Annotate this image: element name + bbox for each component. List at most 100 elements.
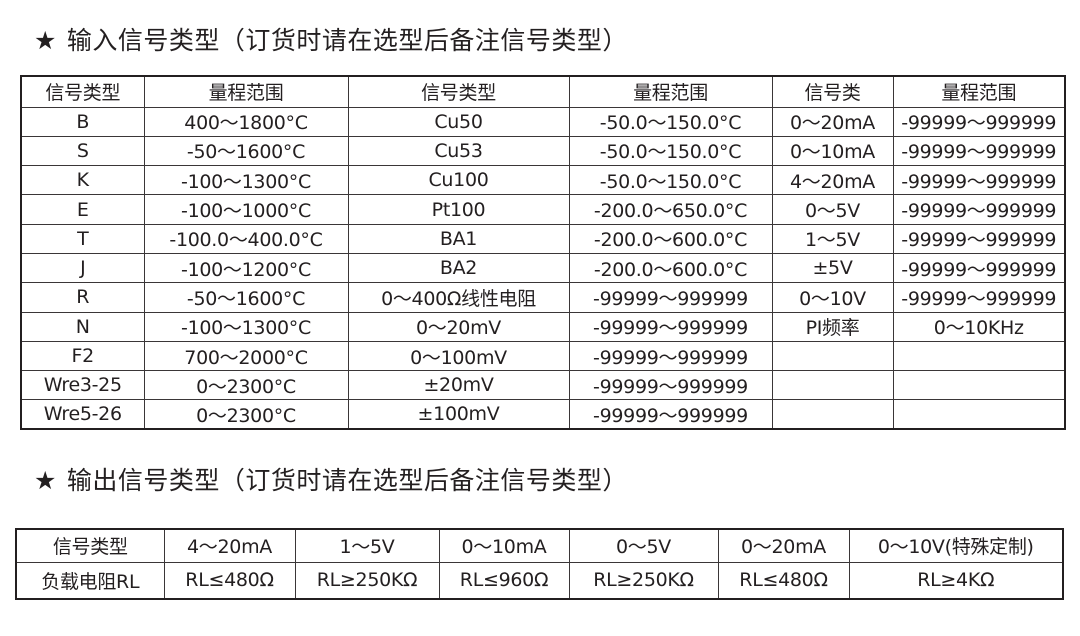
signal-cell: 0～10mA [438, 528, 570, 563]
table-cell: -50.0～150.0°C [568, 135, 773, 167]
star-icon: ★ [34, 26, 57, 55]
load-resistance-row: 负载电阻RL RL≤480Ω RL≥250KΩ RL≤960Ω RL≥250KΩ RL≤4… [15, 561, 1064, 600]
load-cell: RL≤480Ω [163, 561, 296, 600]
table-cell: -99999～999999 [892, 165, 1066, 196]
table-cell: -99999～999999 [892, 194, 1066, 225]
table-cell: -200.0～650.0°C [568, 194, 773, 225]
table-cell: -99999～999999 [568, 399, 773, 430]
table-header-row: 信号类型 量程范围 信号类型 量程范围 信号类 量程范围 [20, 75, 1066, 108]
table-cell: -50.0～150.0°C [568, 106, 773, 137]
table-row: F2 700～2000°C 0～100mV -99999～999999 [20, 340, 1066, 372]
table-cell [892, 340, 1066, 372]
table-cell: J [20, 252, 145, 284]
table-cell: -100.0～400.0°C [143, 223, 349, 254]
table-cell: K [20, 165, 145, 196]
table-cell: -99999～999999 [892, 282, 1066, 313]
table-cell: ±5V [771, 252, 894, 284]
table-cell: -100～1000°C [143, 194, 349, 225]
table-row: E -100～1000°C Pt100 -200.0～650.0°C 0～5V -9999… [20, 194, 1066, 225]
table-cell [892, 370, 1066, 401]
signal-cell: 0～5V [568, 528, 719, 563]
input-title-text: 输入信号类型（订货时请在选型后备注信号类型） [66, 26, 628, 55]
table-cell [892, 399, 1066, 430]
output-signal-table: 信号类型 4～20mA 1～5V 0～10mA 0～5V 0～20mA 0～10V(特殊定制… [15, 528, 1064, 600]
header-cell: 信号类 [771, 75, 894, 108]
table-row: Wre5-26 0～2300°C ±100mV -99999～999999 [20, 399, 1066, 430]
table-cell: -50.0～150.0°C [568, 165, 773, 196]
table-cell: -100～1300°C [143, 311, 349, 342]
table-cell: T [20, 223, 145, 254]
table-cell: 0～10KHz [892, 311, 1066, 342]
load-cell: RL≥4KΩ [848, 561, 1064, 600]
table-cell: 0～20mA [771, 106, 894, 137]
table-cell: 0～10V [771, 282, 894, 313]
table-cell: BA2 [347, 252, 570, 284]
table-cell: Pt100 [347, 194, 570, 225]
signal-cell: 1～5V [294, 528, 440, 563]
table-cell: -50～1600°C [143, 282, 349, 313]
table-cell: -99999～999999 [568, 340, 773, 372]
table-cell: Wre3-25 [20, 370, 145, 401]
table-cell: N [20, 311, 145, 342]
table-cell: R [20, 282, 145, 313]
load-cell: RL≥250KΩ [568, 561, 719, 600]
table-cell: -100～1300°C [143, 165, 349, 196]
signal-type-label: 信号类型 [15, 528, 165, 563]
table-cell: 0～5V [771, 194, 894, 225]
table-cell: B [20, 106, 145, 137]
table-cell: 700～2000°C [143, 340, 349, 372]
table-cell [771, 399, 894, 430]
table-cell: 0～2300°C [143, 399, 349, 430]
header-cell: 量程范围 [892, 75, 1066, 108]
table-cell: -200.0～600.0°C [568, 252, 773, 284]
table-cell: -99999～999999 [568, 370, 773, 401]
load-cell: RL≥250KΩ [294, 561, 440, 600]
table-cell: S [20, 135, 145, 167]
output-section-title: ★ 输出信号类型（订货时请在选型后备注信号类型） [34, 466, 628, 496]
table-cell: 400～1800°C [143, 106, 349, 137]
signal-type-row: 信号类型 4～20mA 1～5V 0～10mA 0～5V 0～20mA 0～10V(特殊定制… [15, 528, 1064, 563]
table-row: K -100～1300°C Cu100 -50.0～150.0°C 4～20mA -999… [20, 165, 1066, 196]
table-row: B 400～1800°C Cu50 -50.0～150.0°C 0～20mA -99999… [20, 106, 1066, 137]
table-cell: BA1 [347, 223, 570, 254]
table-cell: -99999～999999 [568, 311, 773, 342]
table-cell: E [20, 194, 145, 225]
table-row: N -100～1300°C 0～20mV -99999～999999 PI频率 0～10K… [20, 311, 1066, 342]
table-cell: ±20mV [347, 370, 570, 401]
table-row: S -50～1600°C Cu53 -50.0～150.0°C 0～10mA -99999… [20, 135, 1066, 167]
table-cell: -99999～999999 [892, 135, 1066, 167]
table-row: R -50～1600°C 0～400Ω线性电阻 -99999～999999 0～10V -… [20, 282, 1066, 313]
load-cell: RL≤960Ω [438, 561, 570, 600]
table-cell: 4～20mA [771, 165, 894, 196]
table-cell: -100～1200°C [143, 252, 349, 284]
table-cell: Cu53 [347, 135, 570, 167]
input-section-title: ★ 输入信号类型（订货时请在选型后备注信号类型） [34, 26, 628, 56]
table-cell: Cu100 [347, 165, 570, 196]
table-row: J -100～1200°C BA2 -200.0～600.0°C ±5V -99999～9… [20, 252, 1066, 284]
table-cell: -50～1600°C [143, 135, 349, 167]
table-cell: 0～20mV [347, 311, 570, 342]
table-cell: 0～10mA [771, 135, 894, 167]
table-cell: PI频率 [771, 311, 894, 342]
table-cell: 1～5V [771, 223, 894, 254]
table-row: Wre3-25 0～2300°C ±20mV -99999～999999 [20, 370, 1066, 401]
table-cell: ±100mV [347, 399, 570, 430]
table-cell [771, 370, 894, 401]
load-cell: RL≤480Ω [717, 561, 850, 600]
table-cell: 0～2300°C [143, 370, 349, 401]
header-cell: 信号类型 [20, 75, 145, 108]
input-signal-table: 信号类型 量程范围 信号类型 量程范围 信号类 量程范围 B 400～1800°C Cu50 -5… [20, 75, 1066, 431]
table-cell: -99999～999999 [892, 223, 1066, 254]
table-cell: -99999～999999 [892, 252, 1066, 284]
star-icon: ★ [34, 466, 57, 495]
table-cell: 0～400Ω线性电阻 [347, 282, 570, 313]
load-resistance-label: 负载电阻RL [15, 561, 165, 600]
table-cell: Wre5-26 [20, 399, 145, 430]
header-cell: 量程范围 [568, 75, 773, 108]
table-cell: -200.0～600.0°C [568, 223, 773, 254]
output-title-text: 输出信号类型（订货时请在选型后备注信号类型） [66, 466, 628, 495]
table-cell: Cu50 [347, 106, 570, 137]
table-cell [771, 340, 894, 372]
signal-cell: 0～20mA [717, 528, 850, 563]
table-row: T -100.0～400.0°C BA1 -200.0～600.0°C 1～5V -999… [20, 223, 1066, 254]
